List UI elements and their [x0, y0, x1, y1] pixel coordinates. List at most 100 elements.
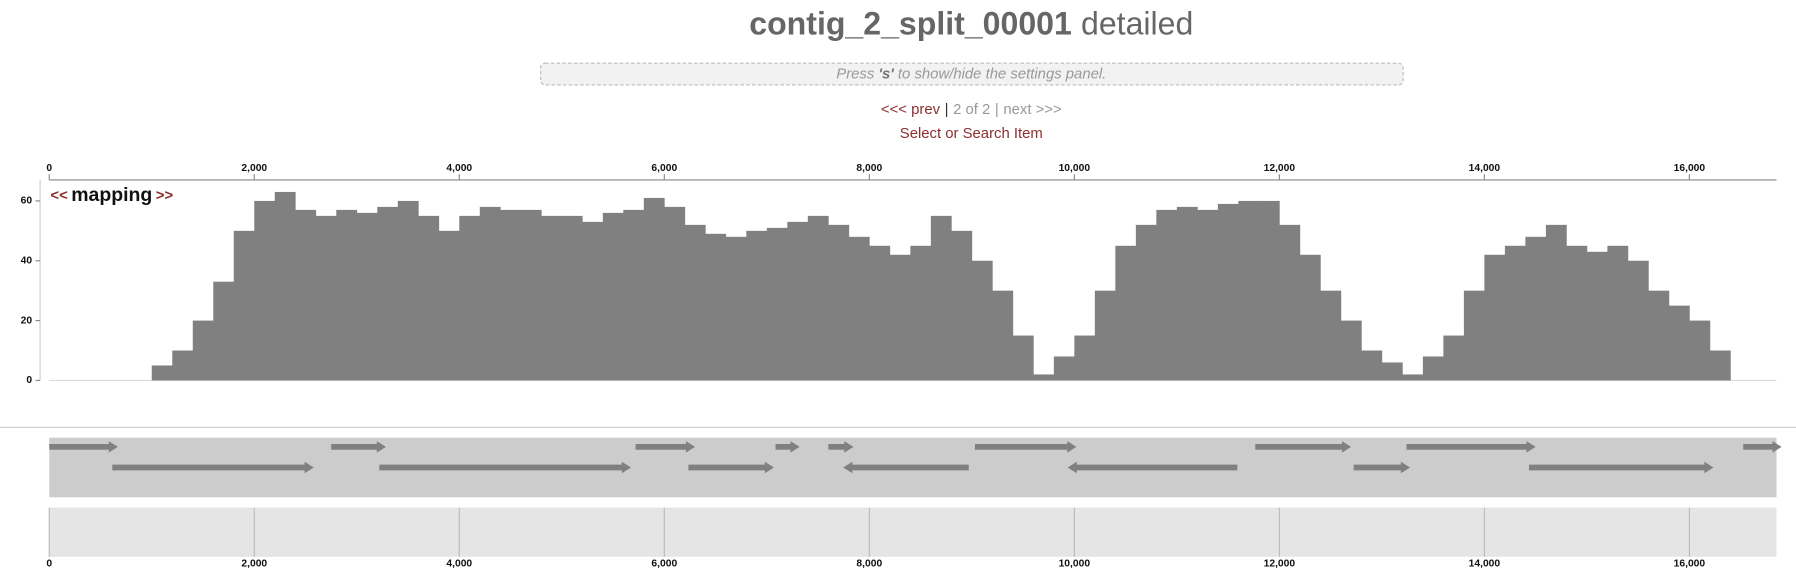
title: contig_2_split_00001 — [749, 6, 1072, 42]
coverage-bin — [1012, 335, 1034, 381]
coverage-bin — [1033, 374, 1055, 381]
coverage-bin — [807, 215, 829, 381]
coverage-bin — [1525, 236, 1547, 381]
coverage-bin — [582, 221, 604, 381]
gene-arrow[interactable] — [1406, 441, 1536, 453]
x-tick-label: 0 — [46, 558, 52, 569]
gene-arrow[interactable] — [688, 461, 774, 474]
gene-arrow[interactable] — [1528, 461, 1714, 474]
x-tick-label: 10,000 — [1059, 163, 1091, 174]
coverage-bin — [664, 206, 686, 381]
search-link[interactable]: Select or Search Item — [900, 126, 1043, 142]
gene-arrow[interactable] — [1067, 461, 1238, 474]
y-tick-label: 40 — [21, 255, 33, 266]
x-tick-label: 10,000 — [1059, 558, 1091, 569]
x-tick-label: 12,000 — [1264, 163, 1296, 174]
x-tick-label: 4,000 — [446, 163, 472, 174]
x-tick-label: 4,000 — [446, 558, 472, 569]
coverage-bin — [1361, 350, 1383, 381]
gene-arrow[interactable] — [974, 441, 1077, 453]
coverage-bin — [889, 254, 911, 381]
separator: | — [945, 102, 949, 118]
coverage-bin — [1258, 200, 1280, 381]
gene-arrow[interactable] — [828, 441, 854, 453]
coverage-bin — [561, 215, 583, 381]
coverage-bin — [1094, 290, 1116, 381]
layer-next[interactable]: >> — [156, 188, 174, 204]
coverage-bin — [336, 209, 358, 381]
coverage-bin — [1320, 290, 1342, 381]
layer-prev[interactable]: << — [50, 188, 68, 204]
prev-link[interactable]: <<< prev — [881, 102, 941, 118]
coverage-bin — [828, 224, 850, 381]
coverage-bin — [992, 290, 1014, 381]
coverage-bin — [1545, 224, 1567, 381]
hint-key: 's' — [878, 67, 894, 83]
coverage-bin — [315, 215, 337, 381]
coverage-bin — [1176, 206, 1198, 381]
coverage-bin — [1422, 356, 1444, 381]
gene-arrow[interactable] — [843, 461, 969, 474]
coverage-bin — [500, 209, 522, 381]
gene-arrow[interactable] — [1255, 441, 1352, 453]
gene-arrow[interactable] — [1353, 461, 1411, 474]
coverage-bin — [1074, 335, 1096, 381]
gene-arrow[interactable] — [112, 461, 314, 474]
coverage-bin — [459, 215, 481, 381]
coverage-bin — [1668, 305, 1690, 381]
coverage-bin — [1053, 356, 1075, 381]
x-tick-label: 16,000 — [1674, 163, 1706, 174]
coverage-bin — [623, 209, 645, 381]
hint-text: to show/hide the settings panel. — [894, 67, 1107, 83]
y-tick-label: 60 — [21, 196, 33, 207]
coverage-bin — [869, 245, 891, 381]
coverage-bin — [1135, 224, 1157, 381]
x-tick-label: 12,000 — [1264, 558, 1296, 569]
coverage-bin — [1689, 320, 1711, 381]
coverage-bin — [971, 260, 993, 381]
coverage-bin — [479, 206, 501, 381]
coverage-bin — [1443, 335, 1465, 381]
gene-arrow[interactable] — [331, 441, 386, 453]
coverage-bin — [1279, 224, 1301, 381]
coverage-bin — [520, 209, 542, 381]
settings-hint-box[interactable] — [540, 62, 1404, 86]
coverage-bin — [848, 236, 870, 381]
gene-arrow[interactable] — [49, 441, 118, 453]
coverage-bin — [418, 215, 440, 381]
coverage-bin — [1340, 320, 1362, 381]
coverage-bin — [787, 221, 809, 381]
y-tick-label: 0 — [26, 375, 32, 386]
x-tick-label: 2,000 — [241, 558, 267, 569]
x-tick-label: 16,000 — [1674, 558, 1706, 569]
x-tick-label: 6,000 — [651, 558, 677, 569]
coverage-bin — [1115, 245, 1137, 381]
coverage-bin — [295, 209, 317, 381]
coverage-bin — [356, 212, 378, 381]
coverage-bin — [643, 197, 665, 381]
coverage-bin — [705, 233, 727, 381]
coverage-bin — [1709, 350, 1731, 381]
gene-arrow[interactable] — [379, 461, 631, 474]
page-title: contig_2_split_00001 detailed — [749, 6, 1193, 42]
coverage-bin — [766, 227, 788, 381]
coverage-bin — [746, 230, 768, 381]
settings-hint: Press 's' to show/hide the settings pane… — [836, 67, 1106, 83]
coverage-bin — [233, 230, 255, 381]
coverage-bin — [151, 365, 173, 381]
coverage-bin — [254, 200, 276, 381]
coverage-bin — [377, 206, 399, 381]
gene-arrow[interactable] — [635, 441, 696, 453]
gene-arrow[interactable] — [775, 441, 800, 453]
coverage-bin — [1238, 200, 1260, 381]
gene-arrow[interactable] — [1743, 441, 1782, 453]
separator: | — [995, 102, 999, 118]
next-link[interactable]: next >>> — [1003, 102, 1061, 118]
x-tick-label: 8,000 — [856, 558, 882, 569]
coverage-bin — [1217, 203, 1239, 381]
x-tick-label: 8,000 — [856, 163, 882, 174]
coverage-bin — [1381, 362, 1403, 381]
coverage-bin — [438, 230, 460, 381]
coverage-bin — [725, 236, 747, 381]
